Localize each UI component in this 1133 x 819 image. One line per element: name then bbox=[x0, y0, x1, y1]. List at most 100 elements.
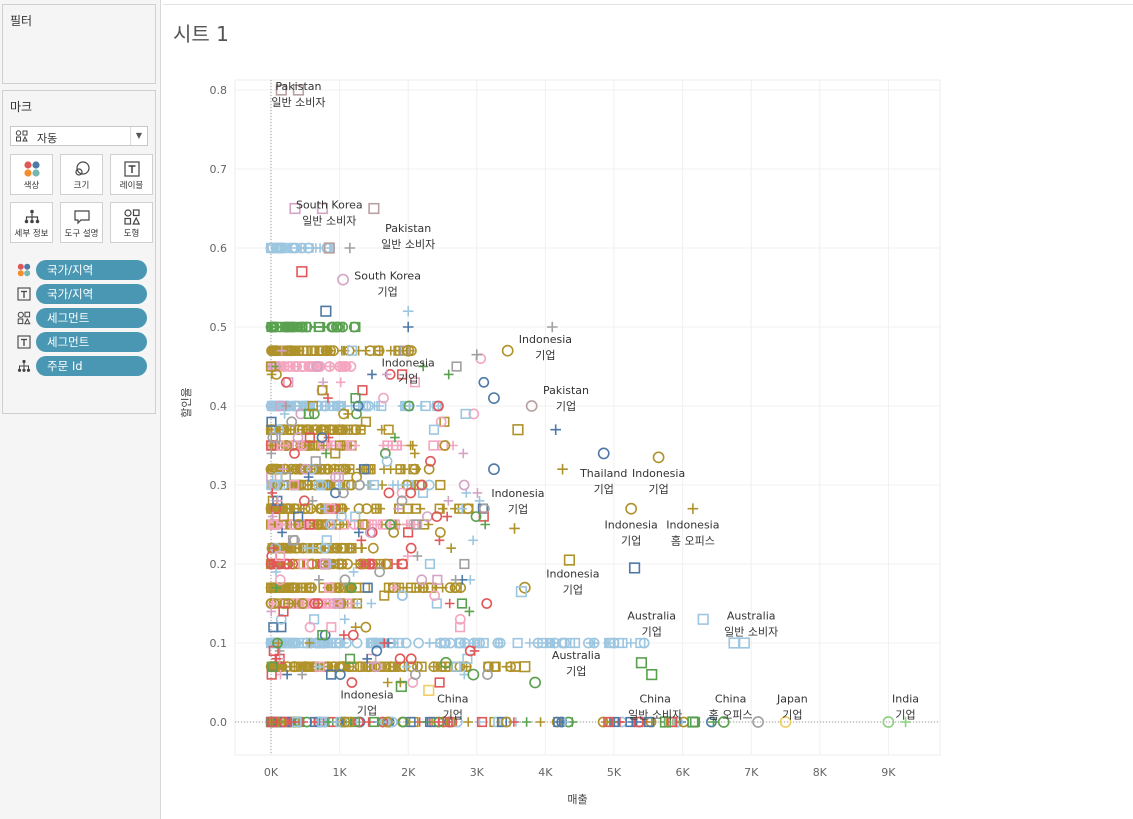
label-button[interactable]: 레이블 bbox=[110, 154, 153, 195]
detail-button-label: 세부 정보 bbox=[14, 229, 49, 239]
point-mark-circle bbox=[380, 558, 392, 570]
shape-icon bbox=[17, 311, 31, 325]
point-mark-circle bbox=[270, 503, 282, 515]
filters-card[interactable]: 필터 bbox=[2, 4, 156, 84]
pill-segment-shape[interactable]: 세그먼트 bbox=[36, 308, 147, 328]
detail-button[interactable]: 세부 정보 bbox=[10, 202, 53, 243]
point-mark-circle bbox=[435, 416, 447, 428]
point-mark-circle bbox=[431, 511, 443, 522]
point-mark-circle bbox=[328, 345, 339, 357]
point-mark-plus bbox=[379, 464, 389, 474]
point-mark-plus bbox=[389, 582, 400, 593]
point-mark-circle bbox=[274, 574, 286, 586]
point-mark-plus bbox=[266, 606, 277, 617]
point-mark-square bbox=[302, 598, 313, 609]
point-mark-plus bbox=[403, 551, 413, 561]
point-mark-square bbox=[323, 242, 335, 254]
point-mark-square bbox=[274, 550, 286, 562]
point-mark-plus bbox=[603, 638, 613, 648]
point-mark-circle bbox=[309, 598, 320, 609]
left-pane: 필터 마크 자동 ▼ 색상 크기 레이블 세부 정보 도구 설명 bbox=[0, 0, 161, 819]
sheet-title: 시트 1 bbox=[173, 22, 229, 46]
point-mark-square bbox=[451, 661, 462, 672]
point-mark-circle bbox=[289, 661, 301, 673]
point-mark-plus bbox=[402, 321, 414, 333]
point-mark-circle bbox=[280, 376, 292, 388]
point-mark-circle bbox=[429, 590, 441, 601]
point-mark-plus bbox=[402, 305, 414, 317]
x-tick-label: 8K bbox=[813, 766, 828, 779]
annotation-country: Indonesia bbox=[666, 518, 719, 531]
point-mark-plus bbox=[390, 519, 401, 530]
point-mark-plus bbox=[304, 638, 315, 648]
point-mark-plus bbox=[288, 582, 299, 593]
point-mark-square bbox=[434, 677, 445, 688]
pill-order-id-detail[interactable]: 주문 Id bbox=[36, 356, 147, 376]
point-mark-plus bbox=[281, 401, 291, 411]
shape-button[interactable]: 도형 bbox=[110, 202, 153, 243]
x-tick-label: 7K bbox=[744, 766, 759, 779]
point-mark-plus bbox=[418, 361, 429, 372]
point-mark-plus bbox=[266, 448, 277, 459]
annotation-country: Indonesia bbox=[491, 487, 544, 500]
point-mark-square bbox=[267, 661, 278, 672]
point-mark-circle bbox=[378, 392, 389, 404]
x-axis-title: 매출 bbox=[567, 793, 587, 806]
pill-country-color[interactable]: 국가/지역 bbox=[36, 260, 147, 280]
annotation-country: Thailand bbox=[579, 467, 627, 480]
x-tick-label: 4K bbox=[538, 766, 553, 779]
point-mark-square bbox=[633, 716, 644, 728]
point-mark-plus bbox=[348, 567, 359, 577]
point-mark-circle bbox=[416, 574, 428, 586]
label-button-label: 레이블 bbox=[119, 181, 144, 191]
point-mark-square bbox=[512, 637, 523, 649]
point-mark-circle bbox=[300, 463, 311, 475]
pill-segment-label[interactable]: 세그먼트 bbox=[36, 332, 147, 352]
point-mark-plus bbox=[687, 503, 699, 514]
point-mark-plus bbox=[370, 503, 381, 514]
point-mark-square bbox=[405, 582, 417, 593]
chart-axes: 0K 1K 2K 3K 4K 5K 6K 7K 8K 9K 0.0 0.1 0.2 0.3 0.4 0.5 0.… bbox=[180, 84, 896, 806]
annotation-segment: 기업 bbox=[357, 704, 377, 717]
point-mark-square bbox=[496, 716, 508, 728]
point-mark-circle bbox=[467, 668, 480, 681]
point-mark-plus bbox=[393, 480, 403, 490]
mark-type-dropdown[interactable]: 자동 ▼ bbox=[10, 126, 148, 146]
point-mark-square bbox=[428, 424, 440, 435]
point-mark-plus bbox=[443, 369, 454, 380]
point-mark-circle bbox=[292, 432, 304, 443]
point-mark-plus bbox=[351, 559, 362, 569]
point-mark-circle bbox=[488, 392, 500, 404]
point-mark-circle bbox=[310, 424, 322, 436]
point-mark-plus bbox=[396, 464, 406, 474]
point-mark-circle bbox=[311, 519, 323, 530]
x-tick-label: 9K bbox=[881, 766, 896, 779]
scatter-chart[interactable]: Pakistan 일반 소비자 South Korea 일반 소비자 Pakistan 일… bbox=[163, 0, 1133, 819]
point-mark-circle bbox=[336, 558, 348, 570]
point-mark-square bbox=[424, 558, 436, 570]
point-mark-circle bbox=[348, 321, 360, 333]
point-mark-plus bbox=[401, 661, 412, 672]
point-mark-square bbox=[667, 716, 678, 728]
size-button[interactable]: 크기 bbox=[60, 154, 103, 195]
point-mark-circle bbox=[293, 519, 304, 530]
tooltip-button[interactable]: 도구 설명 bbox=[60, 202, 103, 243]
point-mark-square bbox=[324, 582, 335, 593]
y-tick-label: 0.5 bbox=[210, 321, 228, 334]
point-mark-circle bbox=[397, 716, 409, 728]
point-mark-plus bbox=[557, 463, 568, 475]
annotation-country: China bbox=[639, 692, 670, 705]
point-mark-circle bbox=[265, 558, 277, 570]
color-button[interactable]: 색상 bbox=[10, 154, 53, 195]
pill-country-label[interactable]: 국가/지역 bbox=[36, 284, 147, 304]
point-mark-square bbox=[460, 408, 471, 420]
point-mark-plus bbox=[409, 448, 420, 459]
point-mark-circle bbox=[385, 661, 397, 673]
point-mark-circle bbox=[330, 487, 341, 499]
point-mark-square bbox=[409, 377, 421, 388]
point-mark-square bbox=[286, 424, 297, 435]
size-button-label: 크기 bbox=[73, 181, 90, 191]
annotation-country: Australia bbox=[727, 609, 776, 622]
annotation-country: Pakistan bbox=[385, 222, 431, 235]
x-tick-label: 5K bbox=[607, 766, 622, 779]
